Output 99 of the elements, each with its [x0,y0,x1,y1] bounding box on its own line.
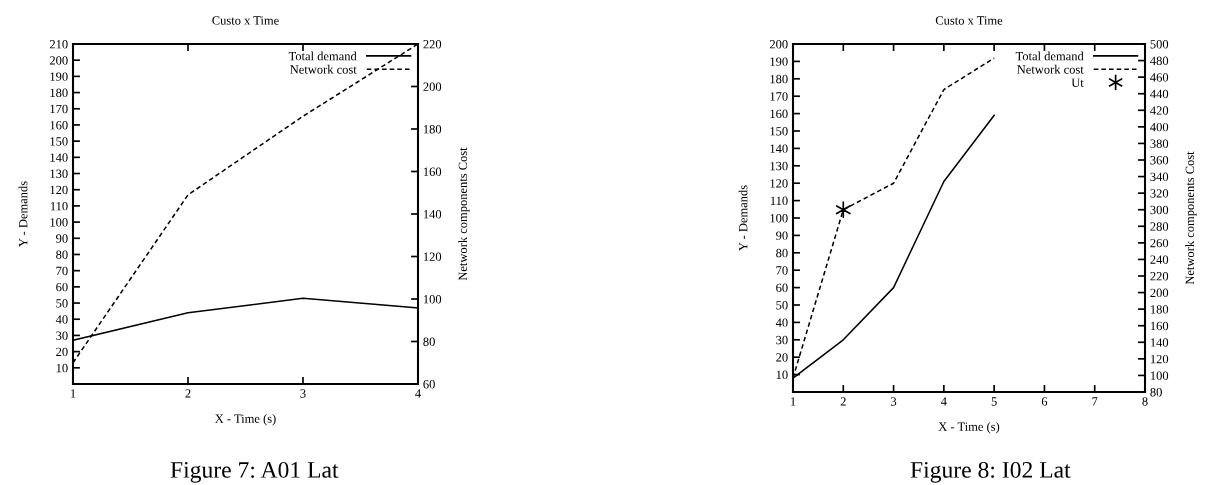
y-tick-label: 10 [56,363,68,373]
y-tick-label: 50 [56,299,68,308]
y-tick-label: 100 [770,214,788,223]
y-tick-label: 170 [50,104,68,114]
y-tick-label: 180 [770,74,788,84]
x-tick-label: 4 [940,397,947,406]
y-tick-label: 60 [56,282,68,292]
y2-tick-label: 420 [1150,106,1169,115]
y2-tick-label: 80 [1150,388,1162,397]
y-tick-label: 160 [770,109,788,119]
y2-tick-label: 140 [423,210,442,219]
y2-tick-label: 220 [423,40,442,49]
x-tick-label: 1 [70,389,76,398]
y-tick-label: 170 [770,92,788,101]
y2-tick-label: 320 [1150,189,1169,198]
y-tick-label: 70 [56,266,68,276]
y2-tick-label: 100 [1150,371,1169,380]
y-tick-label: 40 [55,315,68,324]
x-tick-label: 7 [1092,397,1098,406]
y2-tick-label: 300 [1150,205,1169,215]
legend-label: Total demand [288,51,357,61]
x-tick-label: 5 [991,397,997,406]
y-tick-label: 210 [49,40,68,49]
y2-tick-label: 140 [1150,338,1169,347]
y-tick-label: 120 [50,185,68,195]
y-tick-label: 200 [49,56,68,65]
y-tick-label: 50 [776,301,788,310]
y-tick-label: 10 [776,370,788,380]
chart-title: Custo x Time [935,16,1003,25]
y-tick-label: 70 [776,266,788,275]
caption: Figure 8: I02 Lat [910,461,1071,483]
y-tick-label: 120 [770,179,788,188]
x-tick-label: 2 [840,397,846,406]
y2-tick-label: 160 [423,167,442,176]
x-axis-title: X - Time (s) [938,422,1000,434]
y-tick-label: 80 [776,248,788,258]
x-tick-label: 1 [790,397,796,406]
y-tick-label: 130 [50,169,68,178]
y-tick-label: 140 [770,144,788,153]
x-tick-label: 2 [185,389,191,398]
y-axis-title: Y - Demands [18,181,28,247]
y-tick-label: 20 [776,353,788,362]
y2-axis-title: Network components Cost [458,147,470,281]
y2-tick-label: 200 [1150,288,1169,298]
legend-label: Network cost [1017,64,1084,74]
x-tick-label: 6 [1041,397,1048,406]
y2-tick-label: 120 [423,252,442,261]
y2-tick-label: 160 [1150,321,1169,331]
legend-label: Total demand [1015,51,1084,61]
y2-tick-label: 460 [1150,73,1169,82]
y2-tick-label: 180 [423,125,442,134]
y-tick-label: 180 [50,88,68,98]
caption: Figure 7: A01 Lat [170,461,339,483]
y2-tick-label: 340 [1150,172,1169,182]
y-tick-label: 160 [50,120,68,130]
y2-tick-label: 480 [1150,56,1169,66]
y2-tick-label: 280 [1150,222,1169,231]
chart-title: Custo x Time [212,16,279,25]
y2-tick-label: 400 [1150,122,1169,132]
y-tick-label: 60 [776,283,788,293]
y-tick-label: 30 [56,331,68,340]
y-tick-label: 90 [56,234,68,243]
y-tick-label: 100 [50,218,68,227]
legend-label: Ut [1071,78,1084,87]
y2-tick-label: 380 [1150,139,1169,148]
x-tick-label: 8 [1142,397,1148,406]
y2-tick-label: 120 [1150,354,1169,364]
y2-tick-label: 500 [1150,40,1169,49]
y2-tick-label: 180 [1150,305,1169,314]
y-tick-label: 150 [50,137,68,146]
y-axis-title: Y - Demands [738,185,748,251]
y2-tick-label: 440 [1150,89,1169,99]
y-tick-label: 110 [770,196,788,206]
y2-tick-label: 80 [423,337,435,346]
y-tick-label: 90 [776,231,788,240]
y2-tick-label: 360 [1150,156,1169,165]
y2-tick-label: 220 [1150,272,1169,281]
y-tick-label: 130 [770,161,788,171]
y-tick-label: 110 [50,201,68,211]
y-tick-label: 190 [770,57,788,66]
y-tick-label: 200 [769,40,788,49]
y2-tick-label: 260 [1150,238,1169,248]
y-tick-label: 150 [770,127,788,136]
y-tick-label: 190 [50,72,68,81]
legend-label: Network cost [290,64,357,74]
x-axis-title: X - Time (s) [215,414,276,426]
y2-tick-label: 200 [423,82,442,91]
x-tick-label: 3 [891,397,897,406]
y2-axis-title: Network components Cost [1185,151,1197,285]
x-tick-label: 4 [415,389,421,398]
y2-tick-label: 100 [423,295,442,304]
y2-tick-label: 60 [423,380,435,389]
y-tick-label: 80 [56,250,68,259]
y-tick-label: 40 [775,318,788,327]
y-tick-label: 140 [50,153,68,162]
y2-tick-label: 240 [1150,255,1169,264]
y-tick-label: 30 [776,335,788,345]
x-tick-label: 3 [300,389,306,398]
y-tick-label: 20 [56,347,68,357]
